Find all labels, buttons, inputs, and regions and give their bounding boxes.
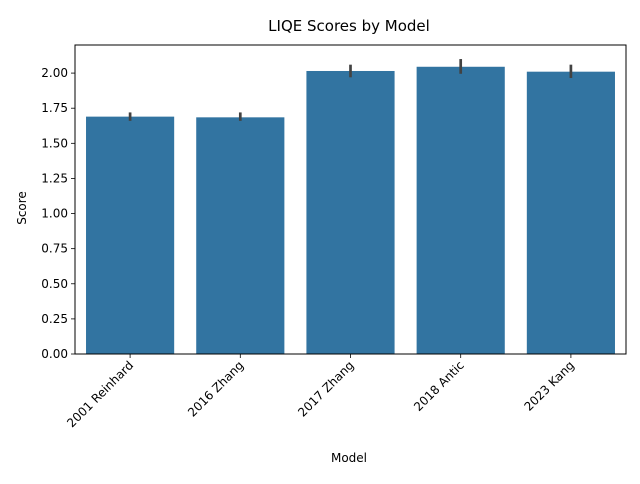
y-tick-label: 0.25	[41, 312, 68, 326]
x-tick-label: 2023 Kang	[521, 358, 577, 414]
x-axis-label: Model	[331, 451, 367, 465]
bar-3	[306, 70, 395, 354]
y-tick-label: 1.25	[41, 171, 68, 185]
bars-layer	[86, 66, 615, 355]
x-tick-label: 2018 Antic	[411, 358, 467, 414]
y-tick-label: 0.50	[41, 277, 68, 291]
bar-1	[86, 116, 175, 354]
y-tick-label: 1.00	[41, 207, 68, 221]
y-tick-label: 2.00	[41, 66, 68, 80]
bar-2	[196, 117, 285, 354]
bar-5	[526, 71, 615, 354]
y-tick-label: 1.50	[41, 136, 68, 150]
bar-4	[416, 66, 505, 355]
x-tick-label: 2016 Zhang	[185, 358, 246, 419]
x-tick-label: 2017 Zhang	[295, 358, 356, 419]
y-tick-label: 1.75	[41, 101, 68, 115]
plot-frame	[74, 44, 627, 355]
error-bars-layer	[128, 59, 573, 121]
y-axis: 0.00 0.25 0.50 0.75 1.00 1.25 1.50 1.75 2.00	[41, 66, 75, 361]
chart-title: LIQE Scores by Model	[268, 17, 430, 35]
x-axis: 2001 Reinhard 2016 Zhang 2017 Zhang 2018 An…	[64, 354, 577, 430]
y-tick-label: 0.00	[41, 347, 68, 361]
x-tick-label: 2001 Reinhard	[64, 358, 136, 430]
y-tick-label: 0.75	[41, 242, 68, 256]
y-axis-label: Score	[15, 191, 29, 225]
